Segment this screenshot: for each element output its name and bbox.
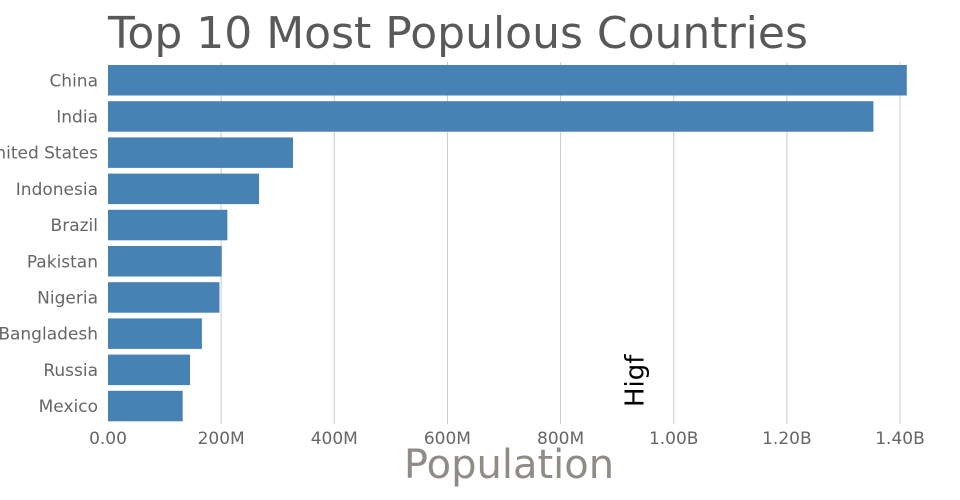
category-label: Mexico [39,397,98,417]
chart-title: Top 10 Most Populous Countries [107,8,808,59]
bar [108,173,260,205]
bar [108,209,228,241]
bar [108,101,874,132]
bar [108,65,907,96]
category-label: Bangladesh [0,325,98,345]
category-label: Pakistan [27,252,98,272]
x-tick-label: 1.40B [875,429,925,449]
x-axis-ticks: 0.00 200M 400M 600M 800M 1.00B 1.20B 1.40B [89,429,925,449]
bar [108,354,191,386]
category-label: Russia [43,361,98,381]
category-label: Indonesia [16,180,98,200]
x-tick-label: 800M [537,429,584,449]
bar [108,137,293,168]
x-tick-label: 400M [311,429,358,449]
category-label: China [49,71,98,91]
x-tick-label: 200M [198,429,245,449]
bar [108,282,220,313]
x-axis-label: Population [404,442,614,488]
bar [108,318,202,349]
annotation-text: Higf [620,354,650,407]
x-tick-label: 1.00B [649,429,699,449]
category-label: United States [0,144,98,164]
bars [108,65,907,422]
bar [108,390,183,422]
category-labels: China India United States Indonesia Brazil Pa… [0,71,98,417]
x-tick-label: 1.20B [762,429,812,449]
x-tick-label: 600M [424,429,471,449]
category-label: Nigeria [37,288,98,308]
category-label: India [56,107,98,127]
category-label: Brazil [51,216,98,236]
x-tick-label: 0.00 [89,429,127,449]
bar [108,246,222,277]
